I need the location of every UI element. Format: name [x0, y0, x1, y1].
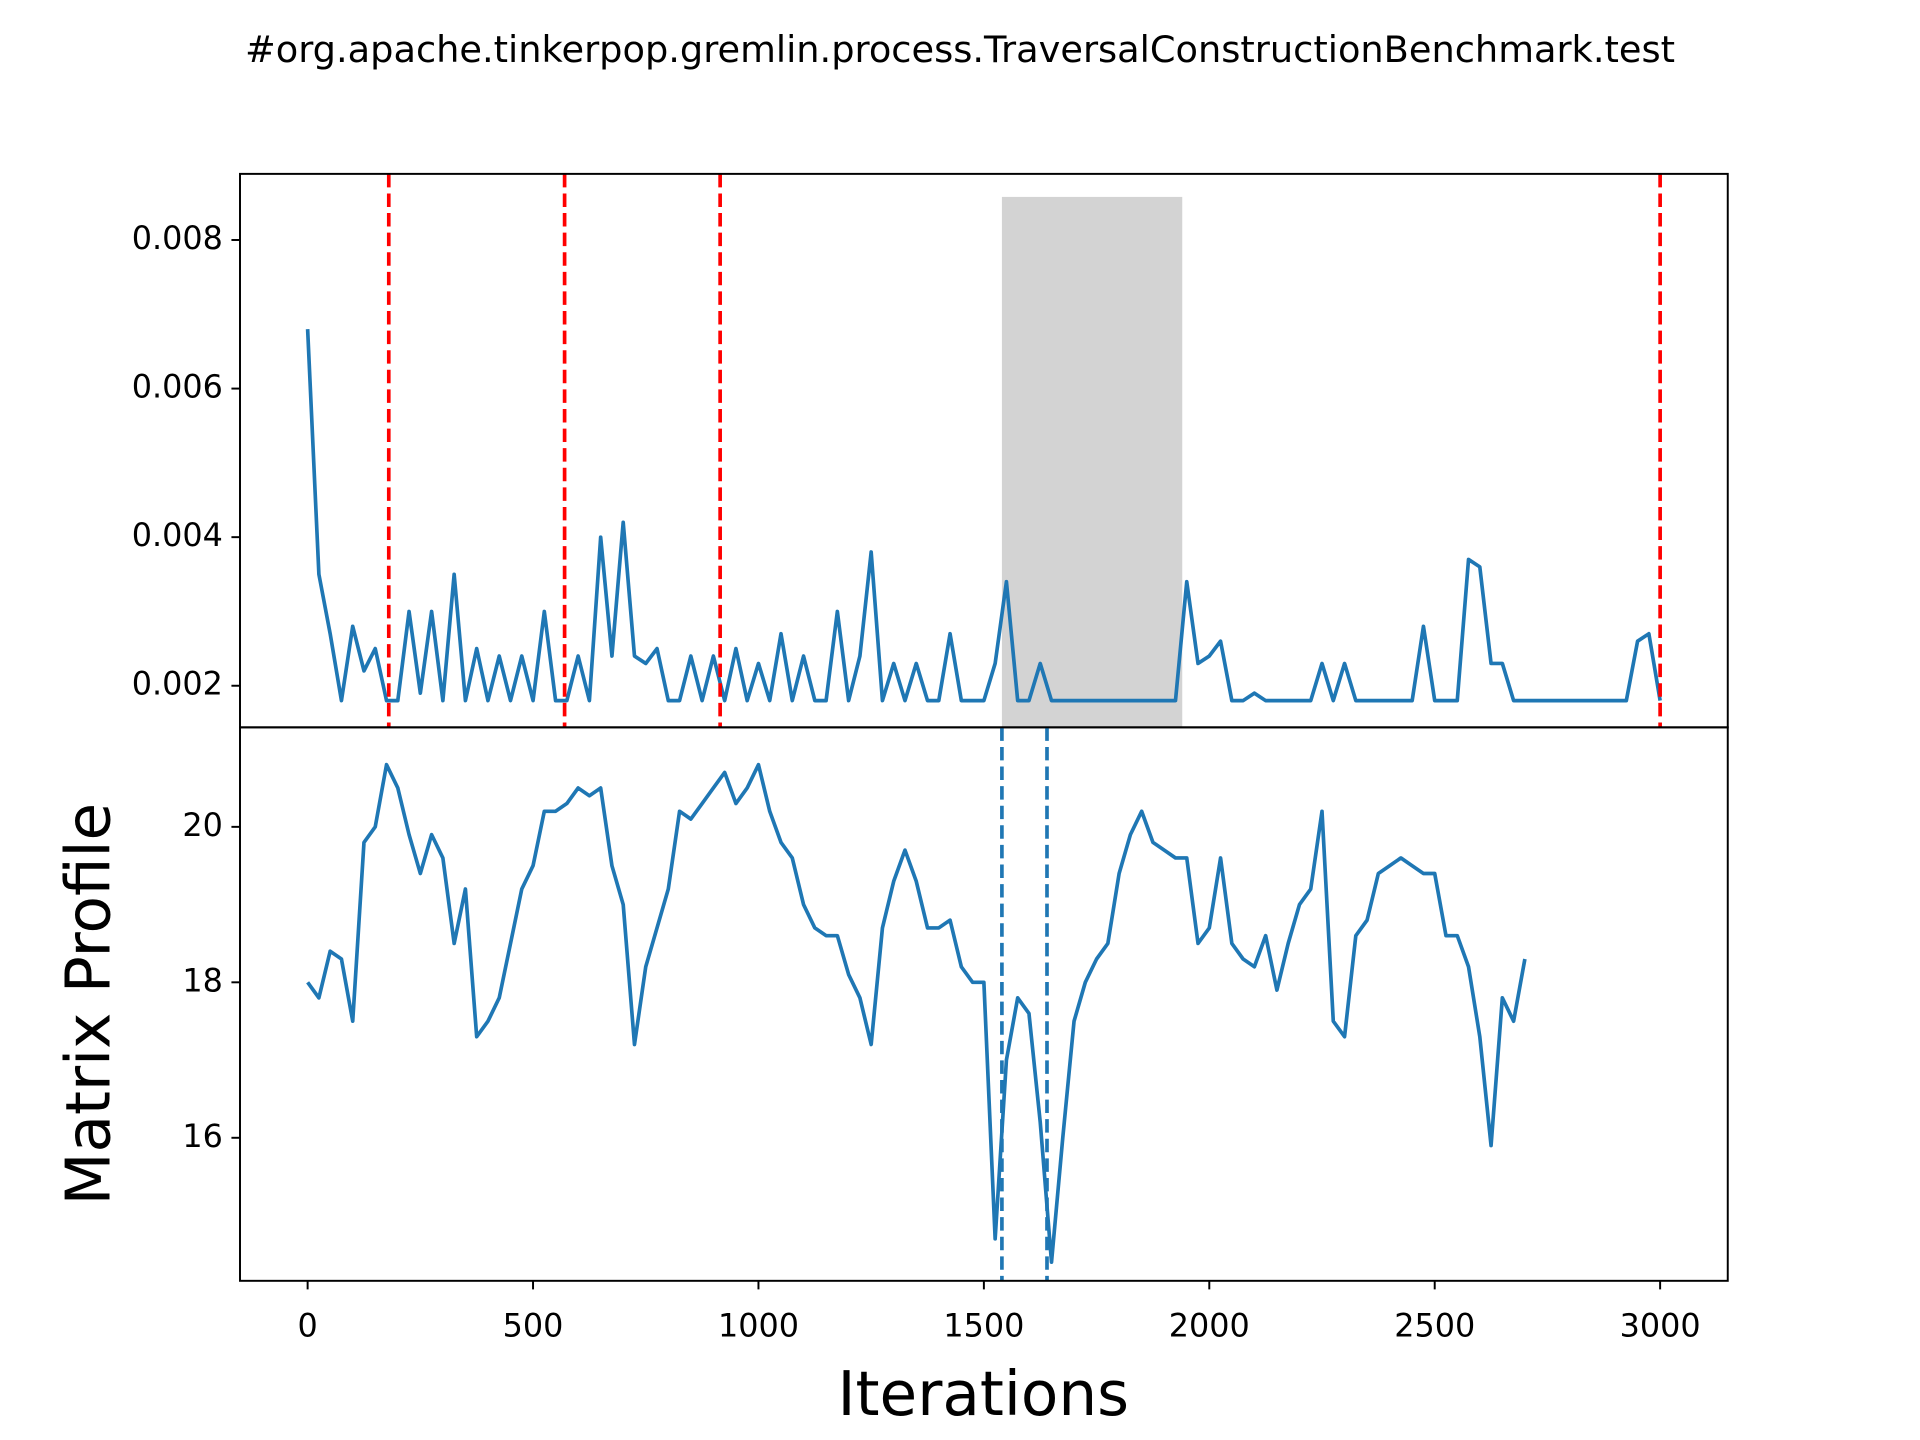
y-tick-label: 0.002 — [132, 665, 223, 703]
y-tick-label: 0.008 — [132, 219, 223, 257]
x-tick-label: 0 — [297, 1306, 317, 1344]
y-tick-label: 0.004 — [132, 516, 223, 554]
data-line — [305, 329, 1662, 703]
x-tick-label: 1000 — [718, 1306, 799, 1344]
x-tick-label: 2500 — [1394, 1306, 1475, 1344]
chart-title: #org.apache.tinkerpop.gremlin.process.Tr… — [245, 28, 1675, 71]
data-line — [306, 762, 1527, 1264]
x-tick-label: 2000 — [1169, 1306, 1250, 1344]
shaded-region — [1001, 196, 1183, 728]
y-tick-label: 18 — [182, 961, 223, 999]
x-tick-label: 3000 — [1620, 1306, 1701, 1344]
x-tick-label: 500 — [503, 1306, 564, 1344]
y-tick-label: 20 — [182, 806, 223, 844]
y-tick-label: 16 — [182, 1117, 223, 1155]
y-axis-label: Matrix Profile — [54, 803, 125, 1206]
y-tick-label: 0.006 — [132, 368, 223, 406]
x-tick-label: 1500 — [943, 1306, 1024, 1344]
x-axis-label: Iterations — [837, 1359, 1129, 1430]
